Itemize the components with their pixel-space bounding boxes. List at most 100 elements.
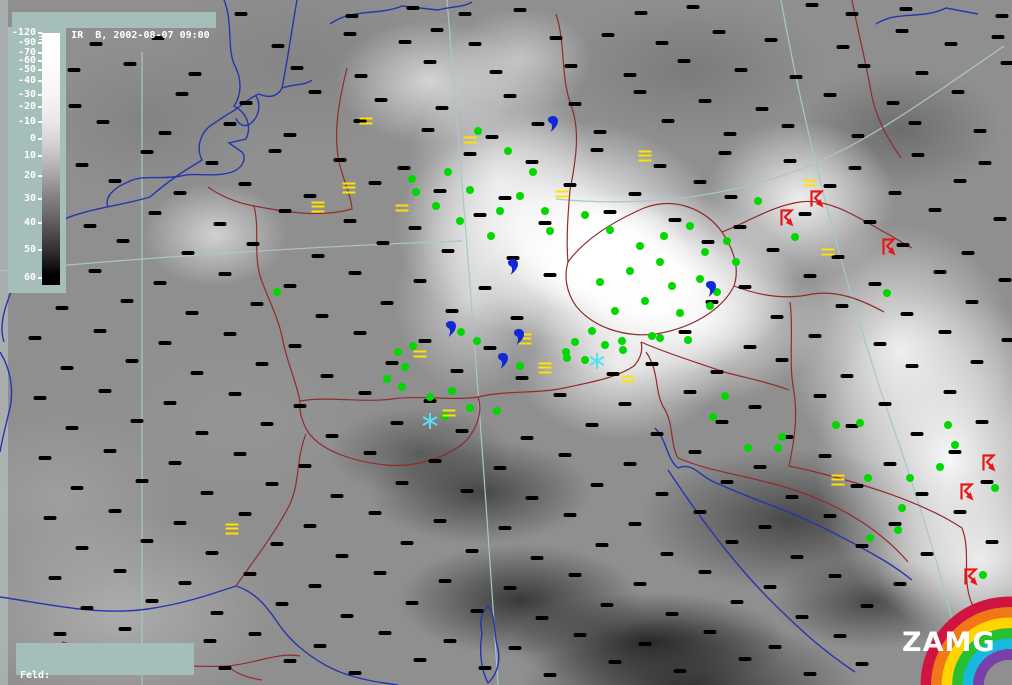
black-dash-symbol <box>928 208 942 212</box>
scale-tick-label: -50 <box>17 64 36 75</box>
black-dash-symbol <box>430 28 444 32</box>
green-dot-symbol <box>516 362 524 370</box>
black-dash-symbol <box>358 391 372 395</box>
yellow-triple-symbol <box>342 182 356 194</box>
black-dash-symbol <box>413 658 427 662</box>
black-dash-symbol <box>205 161 219 165</box>
black-dash-symbol <box>855 662 869 666</box>
black-dash-symbol <box>93 329 107 333</box>
black-dash-symbol <box>108 509 122 513</box>
black-dash-symbol <box>886 101 900 105</box>
scale-tick-mark <box>38 121 42 123</box>
black-dash-symbol <box>455 429 469 433</box>
black-dash-symbol <box>250 302 264 306</box>
black-dash-symbol <box>373 571 387 575</box>
black-dash-symbol <box>400 541 414 545</box>
black-dash-symbol <box>203 639 217 643</box>
black-dash-symbol <box>755 107 769 111</box>
black-dash-symbol <box>465 549 479 553</box>
black-dash-symbol <box>325 434 339 438</box>
black-dash-symbol <box>813 394 827 398</box>
black-dash-symbol <box>443 639 457 643</box>
green-dot-symbol <box>394 348 402 356</box>
black-dash-symbol <box>173 191 187 195</box>
black-dash-symbol <box>303 194 317 198</box>
scale-minor-tick <box>39 39 42 40</box>
black-dash-symbol <box>848 166 862 170</box>
black-dash-symbol <box>828 574 842 578</box>
black-dash-symbol <box>725 540 739 544</box>
drizzle-comma-icon <box>514 329 524 345</box>
scale-tick-label: -120 <box>11 27 36 38</box>
black-dash-symbol <box>573 633 587 637</box>
black-dash-symbol <box>758 525 772 529</box>
black-dash-symbol <box>33 396 47 400</box>
drizzle-comma-icon <box>706 281 716 297</box>
black-dash-symbol <box>354 74 368 78</box>
black-dash-symbol <box>965 300 979 304</box>
black-dash-symbol <box>530 556 544 560</box>
black-dash-symbol <box>123 62 137 66</box>
scale-tick-mark <box>38 222 42 224</box>
black-dash-symbol <box>948 450 962 454</box>
black-dash-symbol <box>623 73 637 77</box>
yellow-double-symbol <box>555 190 569 198</box>
blue-comma-symbol <box>446 321 456 337</box>
black-dash-symbol <box>593 130 607 134</box>
black-dash-symbol <box>628 192 642 196</box>
black-dash-symbol <box>795 615 809 619</box>
black-dash-symbol <box>803 672 817 676</box>
black-dash-symbol <box>70 486 84 490</box>
black-dash-symbol <box>28 336 42 340</box>
blue-comma-symbol <box>706 281 716 297</box>
black-dash-symbol <box>435 106 449 110</box>
green-dot-symbol <box>944 421 952 429</box>
black-dash-symbol <box>120 299 134 303</box>
scale-tick-label: -20 <box>17 101 36 112</box>
green-dot-symbol <box>581 211 589 219</box>
black-dash-symbol <box>638 642 652 646</box>
green-dot-symbol <box>618 337 626 345</box>
green-dot-symbol <box>894 526 902 534</box>
black-dash-symbol <box>271 44 285 48</box>
black-dash-symbol <box>353 119 367 123</box>
black-dash-symbol <box>113 569 127 573</box>
black-dash-symbol <box>763 585 777 589</box>
black-dash-symbol <box>348 271 362 275</box>
border-hr-ba <box>677 457 963 563</box>
black-dash-symbol <box>734 68 748 72</box>
green-dot-symbol <box>541 207 549 215</box>
black-dash-symbol <box>538 221 552 225</box>
black-dash-symbol <box>585 423 599 427</box>
black-dash-symbol <box>808 334 822 338</box>
green-dot-symbol <box>398 383 406 391</box>
black-dash-symbol <box>944 42 958 46</box>
green-dot-symbol <box>401 363 409 371</box>
border-at-si <box>640 341 790 459</box>
black-dash-symbol <box>60 366 74 370</box>
coastline-uk <box>106 0 250 208</box>
black-dash-symbol <box>781 124 795 128</box>
black-dash-symbol <box>340 614 354 618</box>
black-dash-symbol <box>603 210 617 214</box>
black-dash-symbol <box>863 220 877 224</box>
black-dash-symbol <box>246 242 260 246</box>
black-dash-symbol <box>618 402 632 406</box>
black-dash-symbol <box>770 315 784 319</box>
black-dash-symbol <box>783 159 797 163</box>
black-dash-symbol <box>525 496 539 500</box>
black-dash-symbol <box>213 222 227 226</box>
black-dash-symbol <box>766 248 780 252</box>
black-dash-symbol <box>478 666 492 670</box>
black-dash-symbol <box>140 539 154 543</box>
red-thunderstorm-symbol <box>808 190 825 209</box>
black-dash-symbol <box>433 519 447 523</box>
field-info-panel: Feld: point0208070900•0h.cgb, Bild 1 <box>16 643 194 681</box>
black-dash-symbol <box>233 452 247 456</box>
black-dash-symbol <box>80 606 94 610</box>
yellow-double-symbol <box>442 409 456 417</box>
black-dash-symbol <box>840 374 854 378</box>
scale-minor-tick <box>39 36 42 37</box>
border-fr-it <box>235 433 307 587</box>
